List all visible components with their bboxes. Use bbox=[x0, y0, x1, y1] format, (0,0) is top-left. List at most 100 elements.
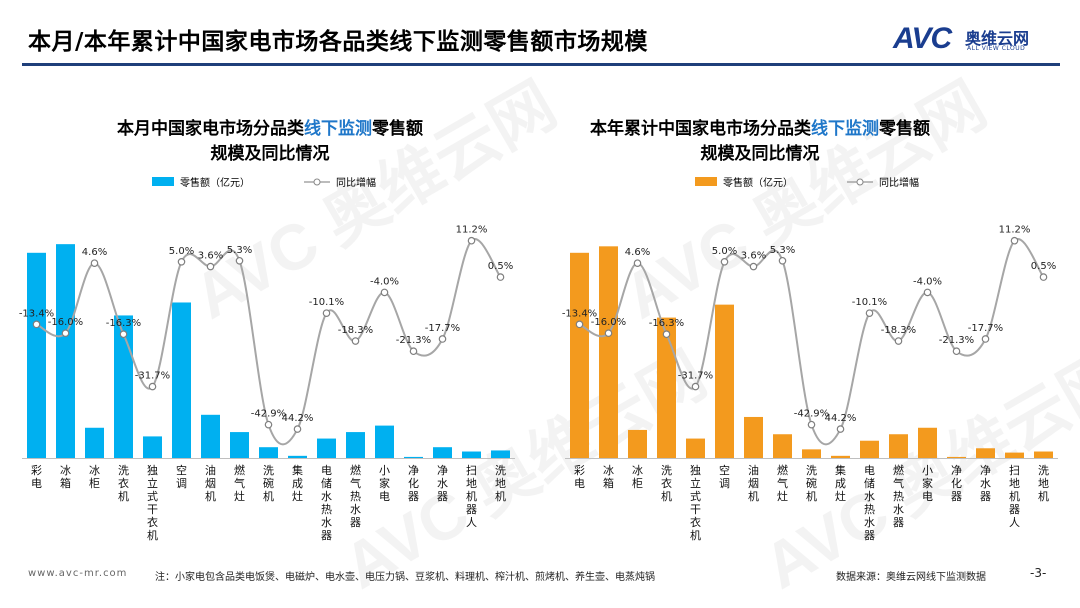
left-legend: 零售额（亿元） 同比增幅 bbox=[152, 176, 376, 189]
right-category-label-8: 洗碗机 bbox=[806, 464, 817, 503]
right-bar-8 bbox=[802, 449, 821, 458]
left-category-label-4: 独立式干衣机 bbox=[147, 464, 158, 542]
left-value-label-15: 11.2% bbox=[456, 225, 488, 236]
right-category-label-3: 洗衣机 bbox=[661, 464, 672, 503]
right-line-point-14 bbox=[981, 335, 990, 343]
right-value-label-6: 3.6% bbox=[741, 251, 766, 262]
left-line-point-0 bbox=[32, 320, 41, 329]
right-bar-10 bbox=[860, 440, 879, 458]
right-bar-7 bbox=[773, 434, 792, 458]
left-line-point-11 bbox=[351, 337, 360, 345]
left-bar-4 bbox=[143, 436, 162, 458]
left-category-label-12: 小家电 bbox=[379, 464, 390, 503]
left-value-label-6: 3.6% bbox=[198, 251, 223, 262]
left-category-label-14: 净水器 bbox=[437, 463, 448, 503]
right-legend-line-marker bbox=[856, 178, 864, 186]
right-value-label-2: 4.6% bbox=[625, 247, 650, 258]
page-title: 本月/本年累计中国家电市场各品类线下监测零售额市场规模 bbox=[28, 29, 648, 55]
right-value-label-10: -10.1% bbox=[852, 297, 887, 308]
left-legend-bar-label: 零售额（亿元） bbox=[180, 176, 250, 189]
left-bar-12 bbox=[375, 425, 394, 458]
right-line-point-13 bbox=[952, 347, 961, 356]
right-title-part-1: 本年累计中国家电市场分品类 bbox=[590, 119, 811, 139]
right-category-label-14: 净水器 bbox=[980, 463, 991, 503]
right-bar-14 bbox=[976, 448, 995, 458]
right-line-point-3 bbox=[662, 330, 671, 339]
left-line-point-10 bbox=[322, 309, 331, 317]
left-line-point-16 bbox=[496, 273, 505, 281]
left-legend-line-marker bbox=[313, 178, 321, 186]
left-bar-3 bbox=[114, 315, 133, 458]
right-legend-bar-swatch bbox=[695, 177, 717, 186]
right-value-label-0: -13.4% bbox=[562, 308, 597, 319]
right-bar-13 bbox=[947, 456, 966, 458]
left-category-label-9: 集成灶 bbox=[292, 463, 303, 503]
left-category-label-0: 彩电 bbox=[31, 464, 42, 490]
footer-url: www.avc-mr.com bbox=[28, 568, 128, 579]
right-line-point-15 bbox=[1010, 236, 1019, 245]
logo-cn-text: 奥维云网 bbox=[965, 29, 1030, 48]
right-value-label-4: -31.7% bbox=[678, 371, 713, 382]
left-chart-title: 本月中国家电市场分品类线下监测零售额 规模及同比情况 bbox=[60, 117, 480, 167]
logo-mark: AVC bbox=[893, 22, 952, 55]
right-value-label-11: -18.3% bbox=[881, 325, 916, 336]
right-line-point-8 bbox=[807, 420, 816, 429]
left-category-label-11: 燃气热水器 bbox=[350, 463, 361, 529]
right-bar-5 bbox=[715, 304, 734, 458]
right-value-label-15: 11.2% bbox=[999, 225, 1031, 236]
left-value-label-13: -21.3% bbox=[396, 335, 431, 346]
left-value-label-1: -16.0% bbox=[48, 317, 83, 328]
left-legend-line-label: 同比增幅 bbox=[336, 176, 376, 189]
left-value-label-7: 5.3% bbox=[227, 245, 252, 256]
right-category-label-9: 集成灶 bbox=[835, 463, 846, 503]
right-value-label-8: -42.9% bbox=[794, 409, 829, 420]
right-chart-title: 本年累计中国家电市场分品类线下监测零售额 规模及同比情况 bbox=[550, 117, 970, 167]
footer-source: 数据来源：奥维云网线下监测数据 bbox=[836, 572, 986, 583]
left-line-point-15 bbox=[467, 236, 476, 245]
right-chart: 零售额（亿元） 同比增幅 -13.4%-16.0% 4.6% -16.3% -31.7% 5… bbox=[562, 176, 1058, 542]
left-category-label-15: 扫地机器人 bbox=[466, 464, 477, 529]
right-line-point-7 bbox=[778, 256, 787, 265]
left-bar-7 bbox=[230, 432, 249, 458]
left-bar-1 bbox=[56, 244, 75, 458]
right-bar-9 bbox=[831, 455, 850, 458]
right-bar-15 bbox=[1005, 452, 1024, 458]
right-bar-16 bbox=[1034, 451, 1053, 458]
left-line-point-8 bbox=[264, 420, 273, 429]
left-category-label-6: 油烟机 bbox=[205, 463, 216, 503]
right-line-point-0 bbox=[575, 320, 584, 329]
right-category-label-5: 空调 bbox=[719, 463, 730, 490]
left-bar-9 bbox=[288, 455, 307, 458]
right-line-point-10 bbox=[865, 309, 874, 317]
left-bar-14 bbox=[433, 447, 452, 458]
left-value-label-11: -18.3% bbox=[338, 325, 373, 336]
left-bar-16 bbox=[491, 450, 510, 458]
left-category-label-1: 冰箱 bbox=[60, 464, 71, 490]
left-value-label-16: 0.5% bbox=[488, 261, 513, 272]
left-line-point-9 bbox=[293, 425, 302, 433]
left-value-label-12: -4.0% bbox=[370, 276, 399, 287]
left-bar-8 bbox=[259, 447, 278, 458]
right-value-label-7: 5.3% bbox=[770, 245, 795, 256]
left-line-point-5 bbox=[177, 258, 186, 266]
left-category-label-8: 洗碗机 bbox=[263, 464, 274, 503]
left-category-label-3: 洗衣机 bbox=[118, 464, 129, 503]
page-number: -3- bbox=[1030, 566, 1047, 580]
right-legend-bar-label: 零售额（亿元） bbox=[723, 176, 793, 189]
right-line-point-6 bbox=[749, 262, 758, 271]
right-value-label-3: -16.3% bbox=[649, 318, 684, 329]
right-legend: 零售额（亿元） 同比增幅 bbox=[695, 176, 919, 189]
right-category-label-13: 净化器 bbox=[951, 463, 962, 503]
right-value-label-16: 0.5% bbox=[1031, 261, 1056, 272]
right-category-label-7: 燃气灶 bbox=[777, 463, 788, 503]
left-growth-line bbox=[36, 238, 502, 446]
right-category-label-6: 油烟机 bbox=[748, 463, 759, 503]
right-category-label-15: 扫地机器人 bbox=[1009, 464, 1020, 529]
right-title-part-3: 零售额 bbox=[879, 119, 930, 139]
logo-en-text: ALL VIEW CLOUD bbox=[967, 45, 1026, 52]
left-bar-10 bbox=[317, 438, 336, 458]
right-bar-3 bbox=[657, 317, 676, 458]
right-bar-6 bbox=[744, 416, 763, 458]
left-title-line-2: 规模及同比情况 bbox=[210, 144, 330, 164]
right-title-line-2: 规模及同比情况 bbox=[700, 144, 820, 164]
